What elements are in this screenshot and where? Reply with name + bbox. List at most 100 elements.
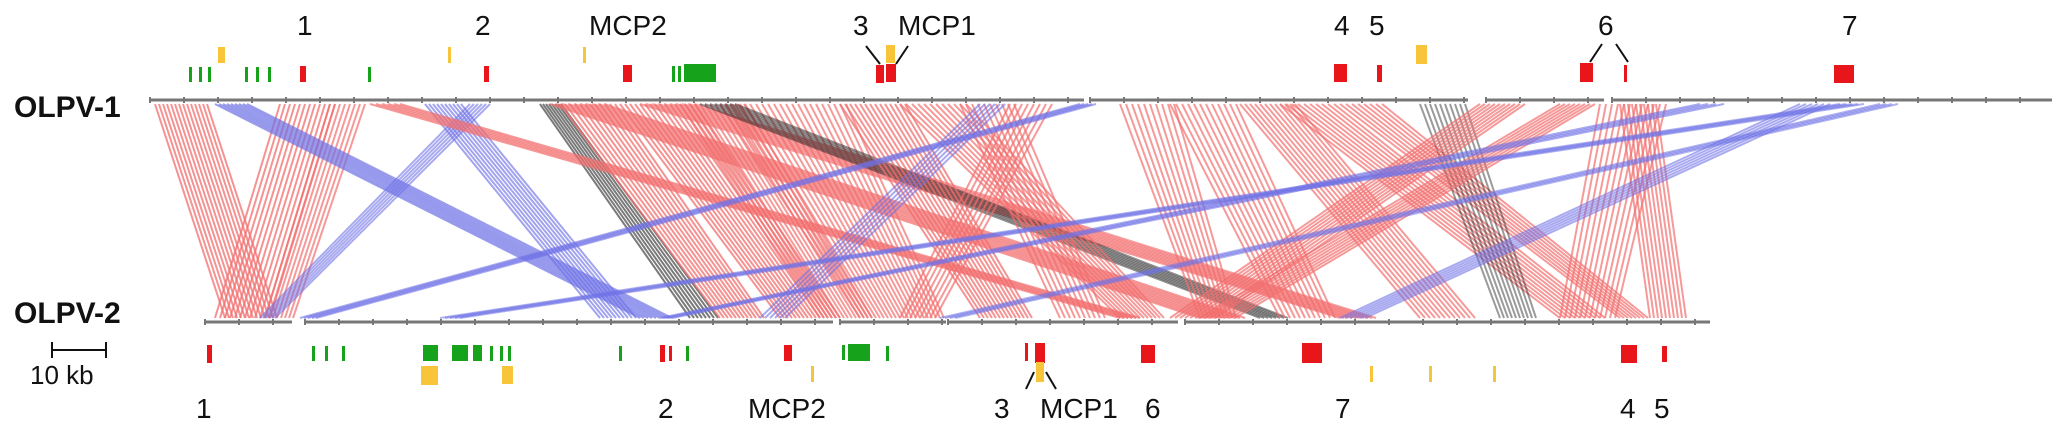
gene-box <box>189 67 192 82</box>
gene-box <box>1334 64 1347 82</box>
synteny-link <box>246 103 673 319</box>
synteny-link <box>1235 103 1336 319</box>
synteny-link <box>839 103 981 319</box>
label-connectors <box>865 43 1629 390</box>
gene-box <box>1141 345 1155 363</box>
synteny-link <box>238 103 665 319</box>
top-label-mcp2: MCP2 <box>589 10 667 41</box>
synteny-link <box>1199 103 1561 319</box>
synteny-link <box>1211 103 1316 319</box>
synteny-link <box>759 103 981 319</box>
synteny-link <box>428 103 605 319</box>
synteny-link <box>226 103 653 319</box>
synteny-link <box>214 103 281 319</box>
gene-box <box>502 366 513 384</box>
synteny-link <box>265 103 479 319</box>
synteny-link <box>1199 103 1306 319</box>
synteny-link <box>276 103 346 319</box>
synteny-link <box>1174 103 1486 319</box>
bottom-label-mcp1: MCP1 <box>1040 393 1118 424</box>
gene-box <box>421 366 438 385</box>
synteny-link <box>929 103 1047 319</box>
synteny-link <box>1635 103 1667 319</box>
gene-box <box>842 345 845 360</box>
gene-box <box>452 345 468 361</box>
synteny-link <box>452 103 629 319</box>
bottom-label-6: 6 <box>1145 393 1161 424</box>
synteny-link <box>704 103 1265 319</box>
synteny-link <box>639 103 797 319</box>
gene-box <box>208 67 211 82</box>
gene-box <box>1036 362 1044 382</box>
synteny-link <box>224 103 291 319</box>
synteny-link <box>714 103 849 319</box>
gene-box <box>660 345 665 362</box>
synteny-link <box>1209 103 1571 319</box>
synteny-link <box>874 103 1009 319</box>
synteny-link <box>664 103 817 319</box>
synteny-link <box>1001 103 1096 319</box>
synteny-link <box>448 103 625 319</box>
synteny-link <box>1631 103 1663 319</box>
gene-box <box>1025 343 1028 361</box>
gene-box <box>256 67 259 82</box>
gene-box <box>300 66 306 82</box>
synteny-link <box>1194 103 1506 319</box>
gene-box <box>686 346 689 361</box>
synteny-link <box>268 103 483 319</box>
synteny-link <box>307 103 1089 319</box>
gene-box <box>268 67 271 82</box>
synteny-link <box>944 103 1887 319</box>
synteny-link <box>1303 103 1581 319</box>
synteny-link <box>1375 103 1645 319</box>
gene-box <box>1035 343 1045 363</box>
synteny-link <box>1297 103 1576 319</box>
synteny-link <box>971 103 1071 319</box>
synteny-link <box>299 103 1081 319</box>
synteny-link <box>262 103 475 319</box>
synteny-link <box>456 103 633 319</box>
synteny-link <box>1333 103 1606 319</box>
top-gene-labels: 1 2 MCP2 3 MCP1 4 5 6 7 <box>297 10 1858 41</box>
synteny-link <box>1363 103 1637 319</box>
synteny-link <box>1219 103 1581 319</box>
gene-box <box>1662 346 1667 362</box>
synteny-link <box>1359 103 1825 319</box>
bottom-label-7: 7 <box>1335 393 1351 424</box>
synteny-link <box>689 103 829 319</box>
synteny-link <box>1204 103 1516 319</box>
top-label-3: 3 <box>853 10 869 41</box>
synteny-link <box>1007 103 1101 319</box>
gene-box <box>1377 65 1382 82</box>
gene-boxes <box>189 45 1854 385</box>
synteny-link <box>965 103 1066 319</box>
synteny-link <box>1131 103 1209 319</box>
connector-bottom-3 <box>1025 371 1035 390</box>
synteny-link <box>584 103 741 319</box>
synteny-link <box>654 103 809 319</box>
synteny-link <box>440 103 617 319</box>
gene-box <box>678 66 681 82</box>
gene-box <box>848 344 870 361</box>
synteny-link <box>1655 103 1687 319</box>
synteny-link <box>1364 103 1831 319</box>
synteny-link <box>1205 103 1311 319</box>
synteny-link <box>924 103 1041 319</box>
synteny-link <box>1181 103 1291 319</box>
synteny-link <box>671 103 1725 319</box>
synteny-link <box>904 103 1033 319</box>
synteny-link <box>659 103 813 319</box>
top-label-1: 1 <box>297 10 313 41</box>
synteny-link <box>954 103 1899 319</box>
synteny-link <box>1229 103 1331 319</box>
synteny-link <box>995 103 1091 319</box>
gene-box <box>1493 366 1496 382</box>
synteny-link <box>315 103 1097 319</box>
top-label-2: 2 <box>475 10 491 41</box>
synteny-link <box>1187 103 1296 319</box>
gene-box <box>1370 366 1373 382</box>
synteny-link <box>1217 103 1321 319</box>
synteny-link <box>1204 103 1566 319</box>
synteny-link <box>234 103 661 319</box>
